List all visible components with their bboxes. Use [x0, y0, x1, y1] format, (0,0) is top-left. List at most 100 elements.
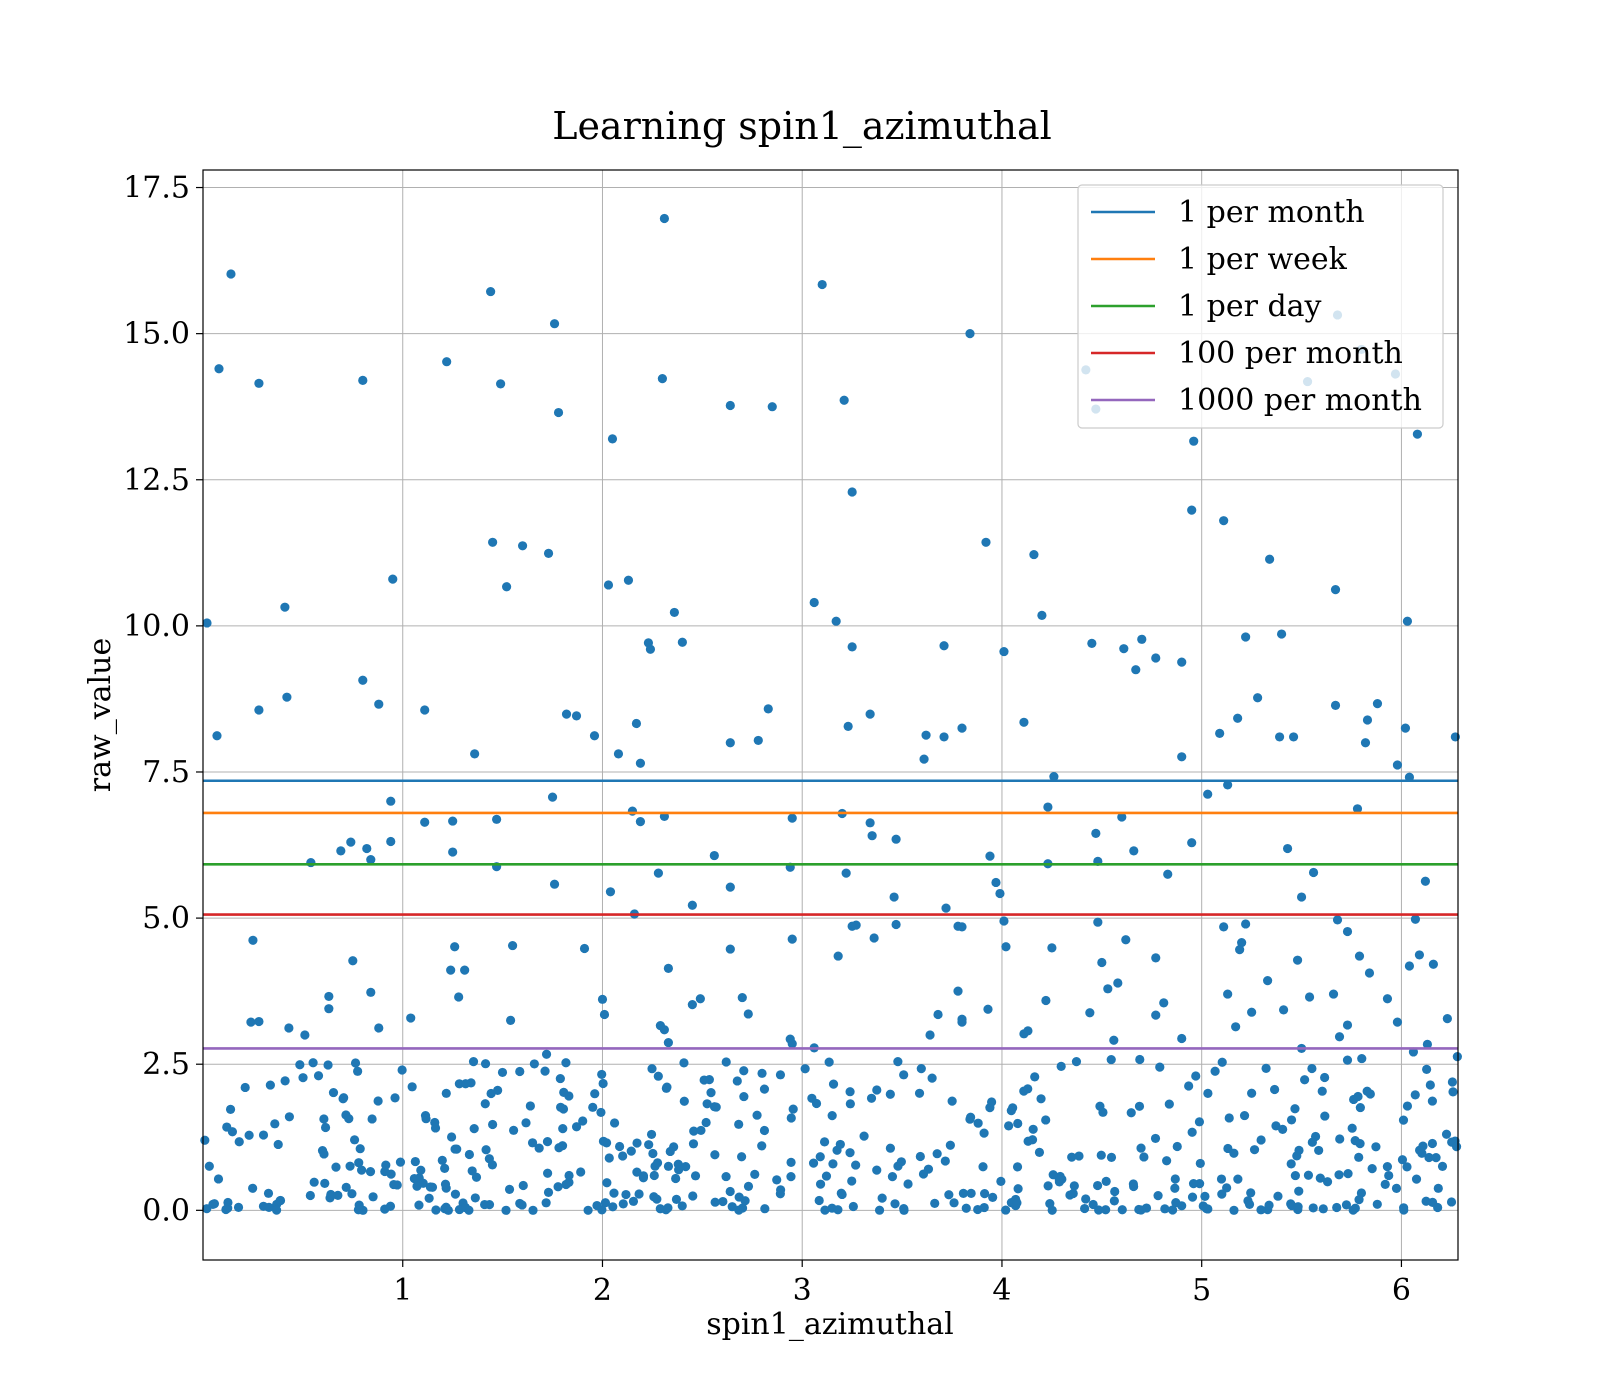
scatter-point	[1056, 1061, 1066, 1071]
scatter-point	[353, 1205, 364, 1215]
scatter-point	[737, 1152, 747, 1162]
scatter-point	[607, 434, 618, 444]
scatter-point	[759, 1125, 770, 1136]
scatter-point	[1371, 1142, 1381, 1152]
scatter-point	[1433, 1202, 1443, 1213]
scatter-point	[1091, 828, 1101, 838]
scatter-point	[1223, 780, 1233, 790]
scatter-point	[1360, 738, 1371, 748]
scatter-point	[431, 1205, 441, 1215]
scatter-point	[859, 1131, 869, 1141]
scatter-point	[1402, 1162, 1412, 1172]
scatter-point	[1134, 1204, 1144, 1215]
scatter-point	[1410, 914, 1421, 924]
scatter-point	[1452, 1052, 1462, 1062]
scatter-point	[1402, 616, 1413, 626]
scatter-point	[336, 846, 346, 856]
scatter-point	[820, 1205, 830, 1215]
legend-label: 1000 per month	[1178, 383, 1422, 418]
scatter-point	[985, 851, 995, 861]
scatter-point	[1030, 1072, 1040, 1082]
scatter-point	[837, 1189, 847, 1200]
scatter-point	[957, 922, 967, 932]
scatter-point	[223, 1197, 233, 1208]
scatter-point	[599, 1009, 610, 1020]
scatter-point	[1247, 1007, 1257, 1017]
scatter-point	[662, 1082, 672, 1092]
scatter-point	[374, 1023, 384, 1033]
scatter-point	[739, 1066, 749, 1076]
scatter-point	[965, 329, 975, 339]
x-tick-label: 4	[992, 1273, 1011, 1308]
scatter-point	[275, 1196, 285, 1206]
scatter-point	[420, 705, 430, 715]
scatter-point	[1237, 938, 1247, 948]
scatter-point	[659, 1025, 669, 1035]
scatter-point	[949, 1198, 959, 1208]
scatter-point	[652, 1194, 662, 1204]
scatter-point	[366, 987, 376, 997]
scatter-point	[939, 641, 949, 651]
scatter-point	[1398, 1115, 1409, 1125]
scatter-point	[1074, 1151, 1084, 1161]
scatter-point	[365, 1167, 376, 1177]
scatter-point	[225, 1104, 236, 1114]
scatter-point	[517, 1200, 527, 1210]
scatter-point	[1001, 942, 1011, 952]
y-tick-label: 0.0	[142, 1193, 190, 1228]
scatter-point	[1422, 1064, 1432, 1074]
scatter-point	[1350, 1136, 1360, 1146]
scatter-point	[1308, 867, 1319, 878]
scatter-point	[248, 935, 258, 945]
scatter-point	[1318, 1204, 1328, 1214]
scatter-point	[571, 711, 582, 721]
scatter-point	[845, 1087, 855, 1097]
scatter-point	[1162, 1156, 1172, 1166]
scatter-point	[1013, 1184, 1023, 1194]
scatter-point	[915, 1151, 925, 1162]
scatter-point	[930, 1198, 940, 1208]
points-layer	[200, 213, 1462, 1215]
scatter-point	[448, 847, 458, 857]
scatter-point	[1191, 1071, 1201, 1081]
scatter-point	[1223, 989, 1233, 999]
scatter-point	[647, 1064, 657, 1074]
scatter-point	[1278, 1005, 1289, 1015]
scatter-point	[1352, 804, 1363, 814]
scatter-point	[652, 1158, 663, 1168]
scatter-point	[1106, 1152, 1117, 1162]
scatter-point	[597, 994, 608, 1004]
scatter-point	[1288, 732, 1299, 742]
scatter-point	[1013, 1118, 1023, 1129]
scatter-point	[618, 1151, 628, 1161]
scatter-point	[564, 1177, 574, 1187]
scatter-point	[441, 1202, 451, 1212]
scatter-point	[1097, 957, 1107, 968]
scatter-point	[200, 1135, 210, 1145]
scatter-point	[1241, 632, 1251, 642]
scatter-point	[966, 1188, 976, 1198]
y-tick-label: 10.0	[123, 609, 190, 644]
scatter-point	[665, 1146, 675, 1157]
scatter-point	[1253, 693, 1263, 703]
scatter-point	[240, 1082, 250, 1093]
scatter-point	[657, 374, 667, 384]
scatter-point	[1446, 1197, 1457, 1207]
scatter-point	[679, 1058, 689, 1068]
scatter-point	[885, 1089, 895, 1099]
scatter-point	[492, 814, 502, 824]
scatter-point	[1216, 1174, 1227, 1184]
scatter-point	[980, 1189, 990, 1199]
scatter-point	[407, 1082, 417, 1092]
x-axis-title: spin1_azimuthal	[706, 1307, 954, 1342]
scatter-point	[1170, 1174, 1180, 1184]
scatter-point	[932, 1149, 942, 1159]
scatter-point	[448, 816, 458, 826]
scatter-point	[604, 1153, 614, 1163]
scatter-point	[649, 1170, 659, 1181]
scatter-point	[590, 1089, 600, 1099]
scatter-point	[1151, 953, 1161, 963]
scatter-point	[1036, 1094, 1046, 1104]
scatter-point	[1184, 1081, 1194, 1091]
